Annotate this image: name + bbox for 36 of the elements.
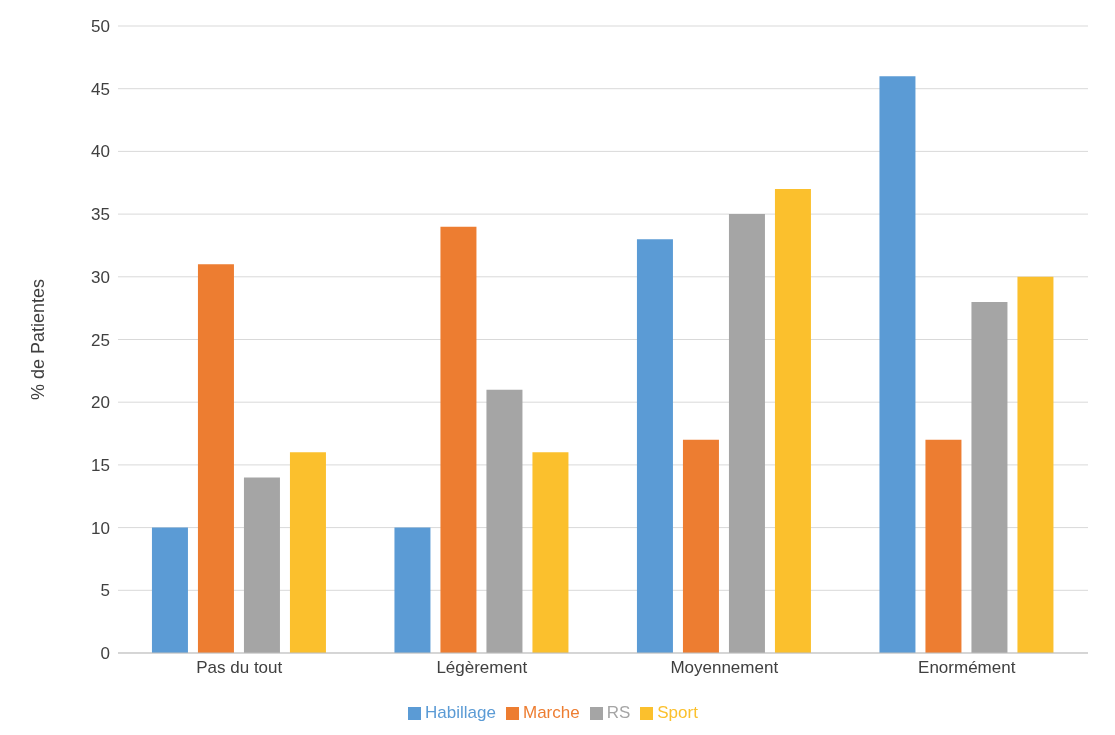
bar <box>151 527 188 653</box>
y-tick-label: 10 <box>91 518 110 538</box>
legend-label: Sport <box>657 703 698 722</box>
bar <box>971 301 1008 653</box>
bar <box>925 439 962 653</box>
bar <box>289 452 326 653</box>
bar <box>197 264 234 653</box>
y-axis-title: % de Patientes <box>28 278 49 401</box>
bar <box>1017 276 1054 653</box>
bar <box>486 389 523 653</box>
legend-label: RS <box>606 703 631 722</box>
bar <box>636 239 673 653</box>
legend-label: Marche <box>522 703 580 722</box>
x-tick-label: Légèrement <box>436 658 528 678</box>
y-tick-label: 25 <box>91 330 110 350</box>
bar <box>440 226 477 653</box>
bar <box>394 527 431 653</box>
y-tick-label: 15 <box>91 455 110 475</box>
y-tick-label: 40 <box>91 142 110 162</box>
bar <box>532 452 569 653</box>
y-tick-label: 20 <box>91 393 110 413</box>
bar <box>728 214 765 653</box>
y-tick-label: 45 <box>91 79 110 99</box>
y-tick-label: 30 <box>91 267 110 287</box>
x-tick-label: Pas du tout <box>196 658 283 678</box>
bar <box>879 76 916 653</box>
y-tick-label: 5 <box>100 581 110 601</box>
y-tick-label: 0 <box>100 644 110 664</box>
x-tick-label: Enormément <box>918 658 1016 678</box>
bar <box>774 189 811 653</box>
x-tick-label: Moyennement <box>670 658 779 678</box>
bar <box>243 477 280 653</box>
y-tick-label: 35 <box>91 205 110 225</box>
y-tick-label: 50 <box>91 17 110 37</box>
legend-label: Habillage <box>425 703 496 722</box>
bar <box>682 439 719 653</box>
